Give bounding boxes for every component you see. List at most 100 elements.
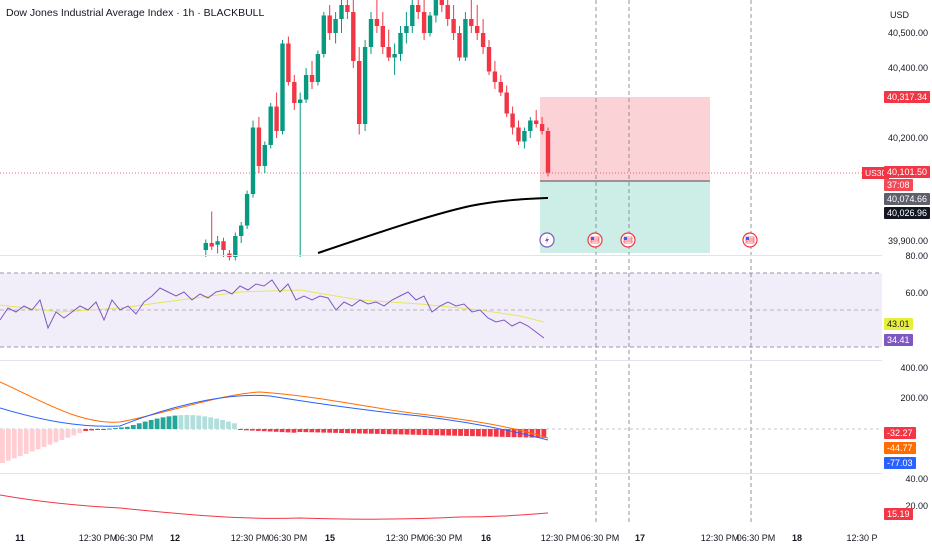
candle-body <box>451 19 456 33</box>
candle-body <box>386 47 391 58</box>
candle-body <box>480 33 486 47</box>
candle-body <box>404 26 409 33</box>
candle-body <box>504 92 509 114</box>
candle-body <box>374 19 380 26</box>
candle-body <box>534 120 539 124</box>
macd-histogram-bar <box>440 429 446 436</box>
rsi-axis-label: 80.00 <box>905 251 928 261</box>
macd-histogram-bar <box>481 429 487 437</box>
candle-body <box>475 26 480 33</box>
macd-histogram-bar <box>238 429 243 430</box>
macd-hist-tag: -32.27 <box>884 427 916 439</box>
target-price-tag: 40,317.34 <box>884 91 931 103</box>
pane-separator[interactable] <box>0 255 882 256</box>
candle-body <box>469 19 474 26</box>
flag-canton <box>746 237 749 240</box>
candle-body <box>398 33 403 54</box>
candle-body <box>522 131 527 142</box>
candle-body <box>486 47 492 72</box>
countdown-tag: 37:08 <box>884 179 913 191</box>
macd-histogram-bar <box>291 429 297 433</box>
candle-body <box>286 43 291 82</box>
macd-histogram-bar <box>464 429 469 436</box>
macd-histogram-bar <box>154 418 160 429</box>
macd-histogram-bar <box>41 429 47 447</box>
candle-body <box>545 131 551 173</box>
candle-body <box>357 61 362 124</box>
time-axis-day-label: 12 <box>169 533 181 543</box>
macd-histogram-bar <box>499 429 505 437</box>
macd-histogram-bar <box>541 429 547 438</box>
candle-body <box>215 241 220 245</box>
macd-histogram-bar <box>327 429 333 433</box>
osc-axis-label: 40.00 <box>905 474 928 484</box>
candle-body <box>351 12 356 61</box>
macd-histogram-bar <box>220 420 225 429</box>
time-axis-time-label: 06:30 PM <box>114 533 154 543</box>
macd-histogram-bar <box>59 429 65 440</box>
macd-histogram-bar <box>315 429 321 433</box>
time-axis-day-label: 18 <box>791 533 803 543</box>
macd-axis-label: 200.00 <box>900 393 928 403</box>
macd-histogram-bar <box>416 429 422 435</box>
candle-body <box>439 0 444 5</box>
macd-histogram-bar <box>101 429 106 430</box>
time-axis-time-label: 12:30 P <box>846 533 878 543</box>
macd-histogram-bar <box>386 429 392 435</box>
candle-body <box>457 33 462 58</box>
macd-histogram-bar <box>148 420 154 429</box>
macd-histogram-bar <box>0 429 5 463</box>
time-axis[interactable]: 11 12:30 PM 06:30 PM 12 12:30 PM 06:30 PM 15 12… <box>0 525 932 550</box>
price-label: 39,900.00 <box>887 236 928 246</box>
candle-body <box>221 241 226 250</box>
pane-separator[interactable] <box>0 473 882 474</box>
candle-body <box>262 145 267 166</box>
macd-histogram-bar <box>434 429 440 436</box>
rsi-line <box>0 279 545 339</box>
symbol-tag: US30 <box>862 167 890 179</box>
candle-body <box>298 99 303 103</box>
macd-histogram-bar <box>142 421 148 429</box>
currency-label[interactable]: USD <box>890 10 910 20</box>
candle-body <box>421 12 427 33</box>
candle-body <box>315 54 321 82</box>
chart-area[interactable]: Dow Jones Industrial Average Index · 1h … <box>0 0 882 525</box>
flag-canton <box>624 237 627 240</box>
macd-histogram-bar <box>136 423 142 429</box>
chart-canvas[interactable] <box>0 0 882 525</box>
macd-histogram-bar <box>178 415 184 429</box>
macd-histogram-bar <box>29 429 35 452</box>
candle-body <box>433 0 439 16</box>
macd-histogram-bar <box>124 426 130 429</box>
macd-histogram-bar <box>279 429 285 433</box>
time-axis-time-label: 12:30 PM <box>78 533 118 543</box>
osc-axis-label: 20.00 <box>905 501 928 511</box>
macd-histogram-bar <box>476 429 481 437</box>
macd-histogram-bar <box>267 429 273 432</box>
macd-histogram-bar <box>404 429 410 435</box>
time-axis-time-label: 06:30 PM <box>736 533 776 543</box>
candle-body <box>516 127 521 142</box>
macd-histogram-bar <box>95 429 100 430</box>
candle-body <box>203 243 208 250</box>
macd-histogram-bar <box>398 429 404 435</box>
macd-histogram-bar <box>249 429 255 431</box>
macd-histogram-bar <box>226 421 231 429</box>
pane-separator[interactable] <box>0 360 882 361</box>
macd-histogram-bar <box>65 429 71 438</box>
candle-body <box>339 5 344 19</box>
macd-line <box>0 394 549 441</box>
macd-histogram-bar <box>119 427 124 429</box>
macd-histogram-bar <box>470 429 475 437</box>
candle-body <box>416 5 421 12</box>
macd-histogram-bar <box>333 429 338 433</box>
candle-body <box>239 225 244 236</box>
candle-body <box>303 75 309 100</box>
candle-body <box>321 15 326 54</box>
time-axis-time-label: 06:30 PM <box>423 533 463 543</box>
macd-histogram-bar <box>23 429 29 454</box>
lightning-glyph <box>545 236 549 244</box>
candle-body <box>209 243 214 247</box>
macd-histogram-bar <box>523 429 529 438</box>
candle-body <box>463 19 468 58</box>
